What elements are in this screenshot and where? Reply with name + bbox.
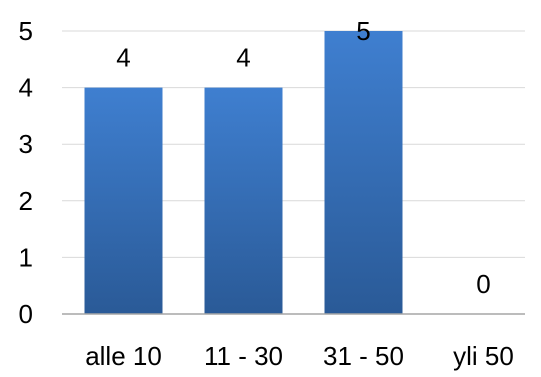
bars xyxy=(84,31,403,314)
category-label: 31 - 50 xyxy=(323,341,404,371)
data-label: 0 xyxy=(476,269,490,299)
bar xyxy=(84,87,163,314)
y-tick-label: 4 xyxy=(19,73,33,103)
data-label: 5 xyxy=(356,16,370,46)
data-label: 4 xyxy=(116,43,130,73)
category-label: yli 50 xyxy=(453,341,514,371)
y-tick-labels: 0 1 2 3 4 5 xyxy=(19,16,33,329)
bar xyxy=(204,87,283,314)
y-tick-label: 2 xyxy=(19,186,33,216)
data-label: 4 xyxy=(236,43,250,73)
category-label: 11 - 30 xyxy=(204,341,283,371)
y-tick-label: 3 xyxy=(19,129,33,159)
y-tick-label: 0 xyxy=(19,299,33,329)
y-tick-label: 5 xyxy=(19,16,33,46)
y-tick-label: 1 xyxy=(19,242,33,272)
category-label: alle 10 xyxy=(85,341,162,371)
bar xyxy=(324,31,403,314)
category-labels: alle 10 11 - 30 31 - 50 yli 50 xyxy=(85,341,514,371)
data-labels: 4 4 5 0 xyxy=(116,16,490,299)
